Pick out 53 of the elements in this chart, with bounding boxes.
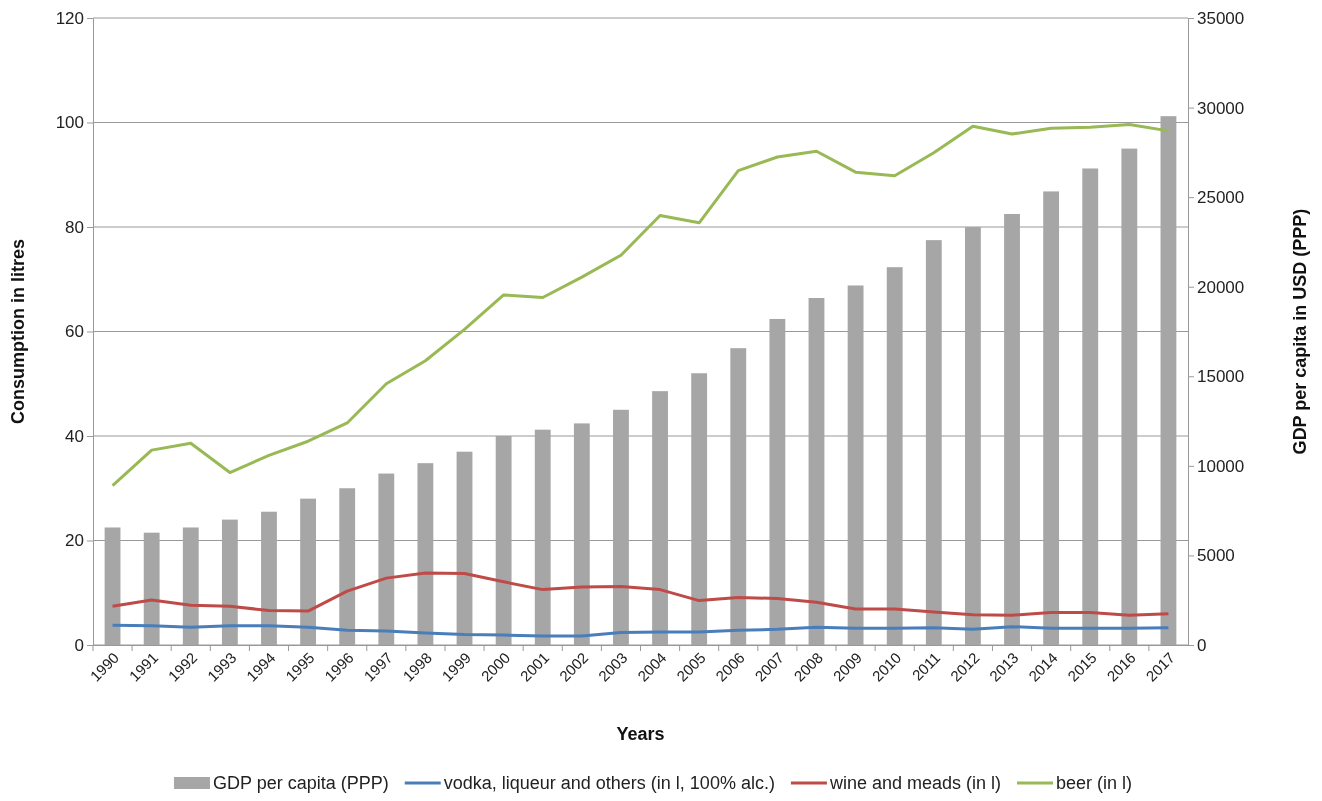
y-tick-label: 100 xyxy=(55,113,84,133)
y-tick-label: 0 xyxy=(74,635,84,655)
y-tick-label: 20 xyxy=(65,531,84,551)
bar xyxy=(495,435,512,645)
bar xyxy=(1121,148,1138,645)
bar xyxy=(691,373,708,645)
x-axis-title: Years xyxy=(616,724,665,744)
y-tick-label: 60 xyxy=(65,322,84,342)
bar xyxy=(1043,191,1060,645)
y2-tick-label: 20000 xyxy=(1197,277,1245,297)
bar xyxy=(613,409,629,645)
y2-tick-label: 10000 xyxy=(1197,456,1245,476)
bar xyxy=(964,227,981,645)
bar xyxy=(925,240,942,645)
bar xyxy=(261,511,277,645)
bar xyxy=(847,285,864,645)
bar xyxy=(378,473,395,645)
y2-axis-title: GDP per capita in USD (PPP) xyxy=(1290,208,1310,455)
bar xyxy=(339,488,356,645)
y2-tick-label: 30000 xyxy=(1197,98,1245,118)
bar xyxy=(886,267,903,645)
y-axis-title: Consumption in litres xyxy=(8,238,28,425)
bar xyxy=(221,519,238,645)
bar xyxy=(808,298,825,645)
bar xyxy=(652,391,668,645)
y2-tick-label: 25000 xyxy=(1197,188,1245,208)
legend-label: vodka, liqueur and others (in l, 100% alc.) xyxy=(443,773,775,793)
y-tick-label: 120 xyxy=(55,8,84,28)
y2-tick-label: 5000 xyxy=(1197,546,1235,566)
bar xyxy=(456,451,473,645)
bar xyxy=(534,429,551,645)
bar xyxy=(1160,116,1177,645)
bar xyxy=(730,348,747,645)
line-series xyxy=(111,571,1170,617)
y2-tick-label: 0 xyxy=(1197,635,1207,655)
line-series xyxy=(111,623,1170,638)
bar xyxy=(300,498,317,645)
bar xyxy=(143,532,160,645)
bar xyxy=(417,463,434,645)
legend-label: GDP per capita (PPP) xyxy=(212,773,389,793)
y-tick-label: 80 xyxy=(65,217,84,237)
legend-label: beer (in l) xyxy=(1056,773,1133,793)
bar xyxy=(182,527,199,645)
bar xyxy=(769,318,786,645)
y2-tick-label: 35000 xyxy=(1197,8,1245,28)
bar xyxy=(573,423,590,645)
bar xyxy=(1082,168,1099,645)
y2-tick-label: 15000 xyxy=(1197,367,1245,387)
y-tick-label: 40 xyxy=(65,426,84,446)
line-series xyxy=(111,123,1170,488)
bar xyxy=(104,527,121,645)
bar xyxy=(1004,213,1020,645)
legend-label: wine and meads (in l) xyxy=(828,773,1001,793)
